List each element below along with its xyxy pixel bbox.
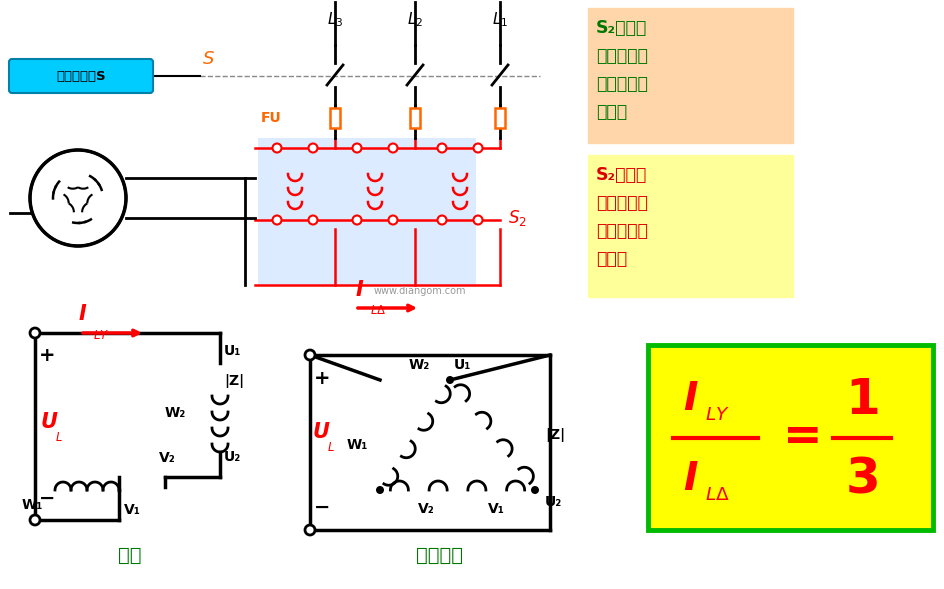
Text: $_{LY}$: $_{LY}$	[93, 324, 110, 342]
Circle shape	[308, 144, 317, 153]
Text: S₂下合：: S₂下合：	[596, 166, 647, 184]
Circle shape	[272, 216, 281, 224]
Circle shape	[446, 376, 453, 384]
Text: 起动: 起动	[118, 545, 142, 564]
Text: $\bfit{I}$: $\bfit{I}$	[78, 304, 87, 324]
Bar	[495, 108, 504, 128]
Text: =: =	[783, 415, 822, 460]
Text: U₂: U₂	[545, 495, 562, 509]
Text: W₂: W₂	[164, 406, 185, 420]
Text: $_L$: $_L$	[327, 436, 334, 455]
Text: 工作。: 工作。	[596, 103, 627, 121]
Text: 压器，全压: 压器，全压	[596, 75, 648, 93]
Text: U₂: U₂	[224, 450, 241, 464]
Circle shape	[352, 216, 362, 224]
Text: V₁: V₁	[124, 503, 141, 517]
Text: 3: 3	[845, 455, 880, 504]
Text: $_L$: $_L$	[55, 425, 63, 444]
Text: −: −	[313, 498, 329, 517]
Circle shape	[388, 144, 397, 153]
Text: 正常运行: 正常运行	[416, 545, 463, 564]
Circle shape	[437, 144, 446, 153]
Text: V₂: V₂	[159, 451, 176, 465]
Text: $L_1$: $L_1$	[492, 10, 508, 29]
Text: −: −	[39, 488, 55, 508]
Text: $\bfit{I}$: $\bfit{I}$	[683, 461, 698, 498]
Text: $\bfit{U}$: $\bfit{U}$	[312, 422, 330, 442]
Bar	[587, 8, 792, 143]
Text: $\bfit{I}$: $\bfit{I}$	[355, 280, 364, 300]
Text: www.diangom.com: www.diangom.com	[374, 286, 465, 296]
Text: $_{L\Delta}$: $_{L\Delta}$	[704, 477, 730, 502]
Circle shape	[473, 216, 482, 224]
Text: $\bfit{I}$: $\bfit{I}$	[683, 380, 698, 419]
Text: S₂上合：: S₂上合：	[596, 19, 647, 37]
Bar	[258, 138, 476, 286]
Text: U₁: U₁	[224, 344, 241, 358]
Text: $_{LY}$: $_{LY}$	[704, 396, 730, 422]
Text: +: +	[313, 369, 329, 388]
Text: 接入自耦变: 接入自耦变	[596, 194, 648, 212]
Circle shape	[305, 350, 314, 360]
Circle shape	[437, 216, 446, 224]
Text: FU: FU	[261, 111, 281, 125]
Text: |Z|: |Z|	[224, 374, 244, 388]
Text: $\bfit{U}$: $\bfit{U}$	[40, 412, 59, 432]
Circle shape	[388, 216, 397, 224]
Text: W₁: W₁	[346, 438, 367, 452]
Text: $S_2$: $S_2$	[508, 208, 526, 228]
Bar	[587, 155, 792, 297]
FancyBboxPatch shape	[9, 59, 153, 93]
Text: V₂: V₂	[417, 502, 434, 516]
Text: $L_2$: $L_2$	[407, 10, 423, 29]
Text: $_{L\Delta}$: $_{L\Delta}$	[370, 299, 386, 317]
Text: U₁: U₁	[453, 358, 471, 372]
Circle shape	[376, 486, 383, 494]
Text: 合刀闸开关S: 合刀闸开关S	[56, 70, 106, 82]
Bar	[410, 108, 419, 128]
Circle shape	[531, 486, 538, 494]
Text: 起动。: 起动。	[596, 250, 627, 268]
Text: $L_3$: $L_3$	[327, 10, 343, 29]
Text: |Z|: |Z|	[545, 428, 565, 442]
Circle shape	[30, 328, 40, 338]
Text: W₁: W₁	[22, 498, 43, 512]
Bar	[329, 108, 340, 128]
Circle shape	[305, 525, 314, 535]
Text: 1: 1	[845, 376, 880, 423]
Circle shape	[352, 144, 362, 153]
Circle shape	[272, 144, 281, 153]
Text: W₂: W₂	[409, 358, 430, 372]
Text: $S$: $S$	[202, 50, 214, 68]
Text: 压器，降压: 压器，降压	[596, 222, 648, 240]
Circle shape	[473, 144, 482, 153]
Text: 切除自耦变: 切除自耦变	[596, 47, 648, 65]
Circle shape	[30, 515, 40, 525]
Text: V₁: V₁	[487, 502, 504, 516]
Bar	[648, 345, 932, 530]
Text: +: +	[39, 346, 55, 365]
Circle shape	[308, 216, 317, 224]
